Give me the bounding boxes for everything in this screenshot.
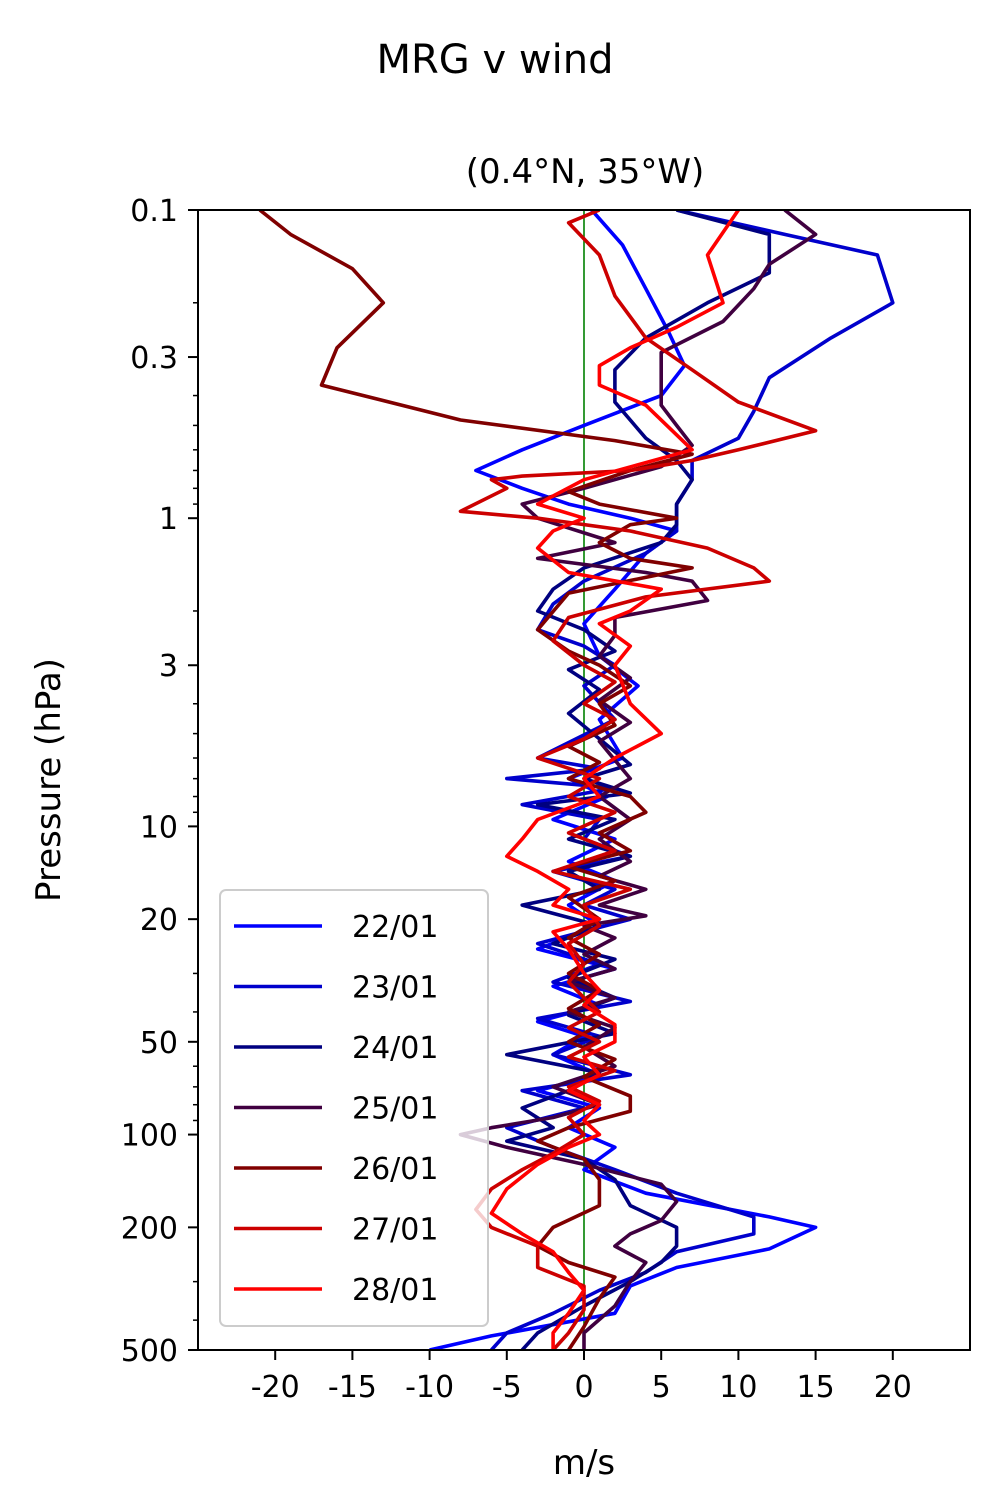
x-tick-label: 10 — [719, 1370, 757, 1405]
legend-label: 26/01 — [352, 1152, 438, 1187]
legend-label: 24/01 — [352, 1031, 438, 1066]
y-axis-label: Pressure (hPa) — [29, 658, 69, 902]
y-tick-label: 200 — [121, 1211, 178, 1246]
series-line-22-01 — [429, 210, 818, 1350]
y-tick-label: 100 — [121, 1119, 178, 1154]
x-tick-label: 5 — [652, 1370, 671, 1405]
y-tick-label: 10 — [140, 810, 178, 845]
x-tick-label: 20 — [874, 1370, 912, 1405]
legend: 22/01 23/01 24/01 25/01 26/01 27/01 28/01 — [219, 889, 489, 1327]
series-group — [258, 210, 895, 1350]
y-tick-label: 0.1 — [130, 194, 178, 229]
x-tick-label: -10 — [405, 1370, 454, 1405]
y-tick-label: 0.3 — [130, 341, 178, 376]
legend-label: 28/01 — [352, 1273, 438, 1308]
legend-box — [219, 889, 489, 1327]
x-tick-label: -15 — [328, 1370, 377, 1405]
y-tick-label: 20 — [140, 903, 178, 938]
series-line-28-01 — [489, 210, 740, 1350]
legend-label: 23/01 — [352, 971, 438, 1006]
x-tick-label: 15 — [797, 1370, 835, 1405]
y-tick-label: 3 — [159, 649, 178, 684]
legend-label: 25/01 — [352, 1092, 438, 1127]
series-line-23-01 — [490, 210, 895, 1350]
x-tick-label: -20 — [251, 1370, 300, 1405]
chart-title: (0.4°N, 35°W) — [466, 152, 705, 192]
y-axis-ticks: 0.1 0.3 1 3 10 20 50 100 200 500 — [121, 194, 198, 1369]
y-tick-label: 1 — [159, 502, 178, 537]
x-axis-label: m/s — [553, 1443, 615, 1483]
x-tick-label: -5 — [492, 1370, 522, 1405]
x-tick-label: 0 — [574, 1370, 593, 1405]
y-tick-label: 500 — [121, 1334, 178, 1369]
chart-suptitle: MRG v wind — [377, 37, 614, 83]
x-axis-ticks: -20 -15 -10 -5 0 5 10 15 20 — [251, 1350, 912, 1405]
y-tick-label: 50 — [140, 1026, 178, 1061]
legend-label: 22/01 — [352, 910, 438, 945]
legend-label: 27/01 — [352, 1213, 438, 1248]
series-line-25-01 — [458, 210, 818, 1350]
